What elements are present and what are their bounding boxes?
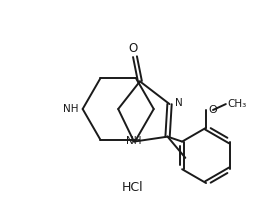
Text: NH: NH xyxy=(63,104,79,114)
Text: NH: NH xyxy=(126,136,142,146)
Text: N: N xyxy=(175,98,183,108)
Text: HCl: HCl xyxy=(122,182,144,194)
Text: CH₃: CH₃ xyxy=(228,99,247,109)
Text: O: O xyxy=(208,105,217,115)
Text: O: O xyxy=(128,42,138,55)
